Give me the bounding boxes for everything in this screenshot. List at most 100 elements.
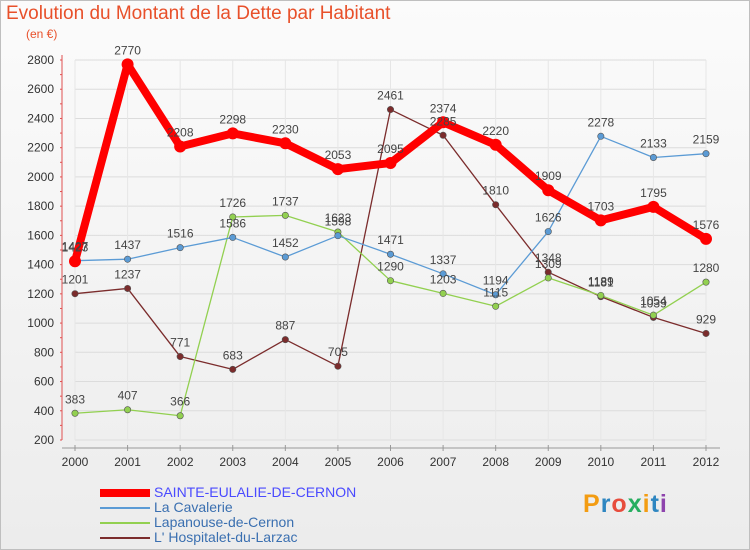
data-point (281, 211, 289, 219)
y-tick-label: 400 (34, 404, 54, 418)
data-label: 1201 (62, 273, 89, 287)
x-tick-label: 2005 (325, 455, 352, 469)
data-label: 1203 (430, 272, 457, 286)
y-tick-label: 2200 (27, 141, 54, 155)
x-tick-label: 2012 (693, 455, 720, 469)
data-label: 887 (275, 319, 295, 333)
data-point (384, 157, 397, 170)
data-label: 683 (223, 348, 243, 362)
data-point (334, 232, 342, 240)
data-label: 2095 (377, 142, 404, 156)
legend-label: SAINTE-EULALIE-DE-CERNON (154, 484, 357, 500)
data-label: 1423 (62, 240, 89, 254)
logo-letter: r (600, 490, 612, 518)
data-point (331, 163, 344, 176)
legend-swatch (100, 507, 150, 509)
data-label: 2770 (114, 43, 141, 57)
legend-label: Lapanouse-de-Cernon (154, 514, 295, 530)
data-point (386, 106, 394, 114)
proxiti-logo: Proxiti (583, 490, 668, 519)
data-point (439, 289, 447, 297)
data-label: 1586 (219, 216, 246, 230)
data-label: 1115 (483, 285, 508, 299)
data-label: 1471 (377, 233, 404, 247)
data-label: 1337 (430, 253, 457, 267)
data-point (69, 255, 81, 268)
data-point (281, 253, 289, 261)
data-point (439, 131, 447, 139)
y-tick-label: 2400 (27, 111, 54, 125)
data-label: 2374 (430, 101, 457, 115)
data-point (544, 228, 552, 236)
x-tick-label: 2007 (430, 455, 457, 469)
data-point (700, 232, 712, 245)
legend-label: L' Hospitalet-du-Larzac (154, 529, 298, 545)
data-point (334, 362, 342, 370)
data-label: 929 (696, 312, 716, 326)
legend-swatch (100, 537, 150, 539)
data-point (386, 277, 394, 285)
data-point (597, 132, 605, 140)
data-point (176, 412, 184, 420)
x-tick-label: 2000 (62, 455, 89, 469)
logo-letter: i (642, 490, 651, 518)
data-label: 2220 (482, 124, 509, 138)
x-tick-label: 2010 (587, 455, 614, 469)
data-label: 1437 (114, 238, 141, 252)
data-point (226, 127, 239, 140)
data-label: 1039 (640, 296, 667, 310)
logo-letter: o (611, 490, 628, 518)
data-point (121, 58, 134, 71)
data-label: 1737 (272, 194, 299, 208)
y-tick-label: 600 (34, 375, 54, 389)
data-label: 1726 (219, 196, 246, 210)
legend-swatch (100, 489, 150, 497)
data-point (71, 409, 79, 417)
data-label: 2278 (587, 115, 614, 129)
data-label: 2461 (377, 89, 404, 103)
data-point (489, 138, 502, 151)
y-tick-label: 800 (34, 345, 54, 359)
data-label: 2159 (693, 133, 720, 147)
data-label: 1194 (483, 274, 509, 288)
x-tick-label: 2001 (114, 455, 141, 469)
data-point (176, 353, 184, 361)
data-label: 2053 (325, 148, 352, 162)
data-point (281, 336, 289, 344)
data-label: 1452 (272, 236, 299, 250)
data-label: 1703 (587, 199, 614, 213)
data-point (229, 365, 237, 373)
data-label: 1237 (114, 267, 141, 281)
logo-letter: P (583, 490, 601, 518)
data-label: 1348 (535, 251, 562, 265)
data-label: 1280 (693, 261, 720, 275)
legend-swatch (100, 522, 150, 524)
data-point (279, 137, 292, 150)
x-tick-label: 2003 (219, 455, 246, 469)
data-point (176, 244, 184, 252)
data-label: 1795 (640, 186, 667, 200)
x-tick-label: 2006 (377, 455, 404, 469)
data-point (71, 290, 79, 298)
logo-letter: i (659, 490, 668, 518)
data-label: 1309 (535, 257, 562, 271)
data-point (702, 329, 710, 337)
data-label: 1810 (482, 184, 509, 198)
data-label: 1623 (325, 211, 352, 225)
data-point (124, 284, 132, 292)
data-point (702, 278, 710, 286)
data-label: 2208 (167, 126, 194, 140)
data-label: 1909 (535, 169, 562, 183)
data-label: 2133 (640, 136, 667, 150)
data-label: 1290 (377, 260, 404, 274)
data-label: 771 (170, 336, 190, 350)
data-point (174, 140, 187, 153)
data-label: 1189 (588, 274, 614, 288)
unit-label: (en €) (26, 27, 58, 41)
logo-letter: t (650, 490, 660, 518)
data-point (229, 233, 237, 241)
x-tick-label: 2009 (535, 455, 562, 469)
data-point (437, 116, 450, 129)
